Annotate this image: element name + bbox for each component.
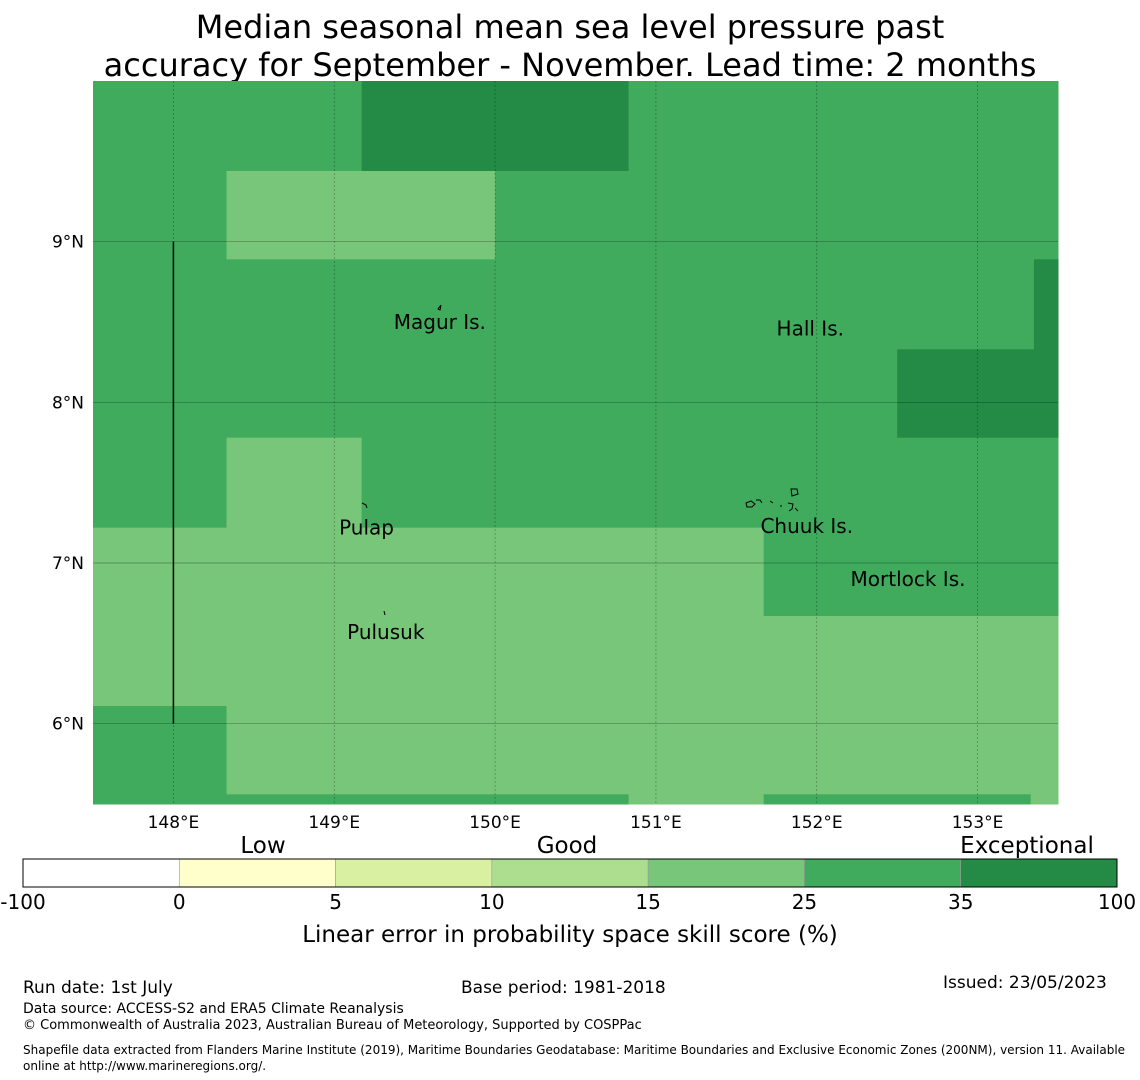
colorbar-swatch xyxy=(647,858,805,888)
place-labels: Magur Is. Hall Is. Pulap Chuuk Is. Mortlock … xyxy=(339,310,965,644)
lat-tick-label: 8°N xyxy=(52,393,84,413)
skill-cell xyxy=(763,527,1059,617)
colorbar-label: Linear error in probability space skill … xyxy=(302,922,838,948)
colorbar-category-label: Good xyxy=(537,833,598,859)
skill-cell xyxy=(226,170,496,260)
issued-date: Issued: 23/05/2023 xyxy=(943,973,1107,993)
skill-cell xyxy=(93,616,227,707)
axis-ticks: 9°N 8°N 7°N 6°N 148°E 149°E 150°E 151°E 152°E 153… xyxy=(52,233,1003,833)
skill-cells xyxy=(93,81,1059,805)
colorbar-swatch xyxy=(960,858,1118,888)
colorbar-tick-label: 100 xyxy=(1098,890,1136,914)
skill-cell xyxy=(93,705,227,805)
colorbar-swatch xyxy=(335,858,493,888)
skill-cell xyxy=(226,794,630,805)
skill-cell xyxy=(1033,259,1059,350)
lat-tick-label: 7°N xyxy=(52,554,84,574)
colorbar-swatch xyxy=(22,858,180,888)
colorbar-category-label: Exceptional xyxy=(960,833,1094,859)
skill-cell xyxy=(495,170,1059,260)
place-label: Hall Is. xyxy=(777,316,844,340)
colorbar-category-label: Low xyxy=(240,833,285,859)
chart-title-line-2: accuracy for September - November. Lead … xyxy=(103,46,1037,84)
place-label: Magur Is. xyxy=(394,310,486,334)
island-outlines xyxy=(361,304,799,616)
lon-tick-label: 149°E xyxy=(308,813,360,833)
skill-cell xyxy=(226,437,363,529)
skill-cell xyxy=(763,794,1032,805)
colorbar-tick-label: 0 xyxy=(173,890,186,914)
shapefile-credit: Shapefile data extracted from Flanders M… xyxy=(23,1043,1126,1073)
skill-cell xyxy=(93,527,765,617)
run-date: Run date: 1st July xyxy=(23,978,173,998)
place-label: Chuuk Is. xyxy=(760,514,853,538)
skill-map: Magur Is. Hall Is. Pulap Chuuk Is. Mortlock … xyxy=(0,81,1136,948)
island-outline xyxy=(756,499,763,504)
colorbar-tick-label: 5 xyxy=(329,890,342,914)
lon-tick-label: 152°E xyxy=(791,813,843,833)
skill-cell xyxy=(93,259,1035,350)
colorbar-tick-label: 10 xyxy=(479,890,504,914)
skill-cell xyxy=(93,81,227,172)
lon-tick-label: 150°E xyxy=(469,813,521,833)
skill-cell xyxy=(93,170,227,260)
lon-tick-label: 148°E xyxy=(148,813,200,833)
skill-cell xyxy=(361,81,630,172)
island-outline xyxy=(361,502,368,509)
colorbar-tick-label: 35 xyxy=(948,890,973,914)
lon-tick-label: 151°E xyxy=(630,813,682,833)
colorbar-swatch xyxy=(804,858,962,888)
chart-title-line-1: Median seasonal mean sea level pressure … xyxy=(195,8,945,46)
place-label: Pulusuk xyxy=(347,620,425,644)
colorbar-tick-label: -100 xyxy=(0,890,45,914)
colorbar-swatch xyxy=(178,858,336,888)
lat-tick-label: 9°N xyxy=(52,233,84,253)
skill-cell xyxy=(226,81,363,172)
island-outline xyxy=(787,502,794,512)
base-period: Base period: 1981-2018 xyxy=(461,978,666,998)
place-label: Mortlock Is. xyxy=(851,567,966,591)
island-outline xyxy=(769,500,774,504)
skill-cell xyxy=(897,349,1059,439)
island-outline xyxy=(745,500,756,508)
colorbar-frame xyxy=(22,858,1118,888)
colorbar-tick-label: 25 xyxy=(792,890,817,914)
lon-tick-label: 153°E xyxy=(952,813,1004,833)
colorbar: -100 0 5 10 15 25 35 100 Low Good Exceptional xyxy=(0,833,1136,914)
island-outline xyxy=(437,304,442,311)
skill-cell xyxy=(93,349,898,439)
island-outline xyxy=(794,507,799,512)
skill-cell xyxy=(226,705,1059,795)
skill-cell xyxy=(361,437,1059,529)
skill-cell xyxy=(1030,794,1059,805)
skill-cell xyxy=(628,794,765,805)
island-outline xyxy=(383,610,386,616)
colorbar-tick-label: 15 xyxy=(635,890,660,914)
skill-cell xyxy=(226,616,1059,707)
data-source: Data source: ACCESS-S2 and ERA5 Climate … xyxy=(23,1001,404,1017)
skill-cell xyxy=(93,437,227,529)
skill-cell xyxy=(628,81,1059,172)
lat-tick-label: 6°N xyxy=(52,715,84,735)
copyright-note: © Commonwealth of Australia 2023, Austra… xyxy=(23,1018,642,1033)
place-label: Pulap xyxy=(339,516,394,540)
island-outline xyxy=(790,488,799,497)
colorbar-swatch xyxy=(491,858,649,888)
